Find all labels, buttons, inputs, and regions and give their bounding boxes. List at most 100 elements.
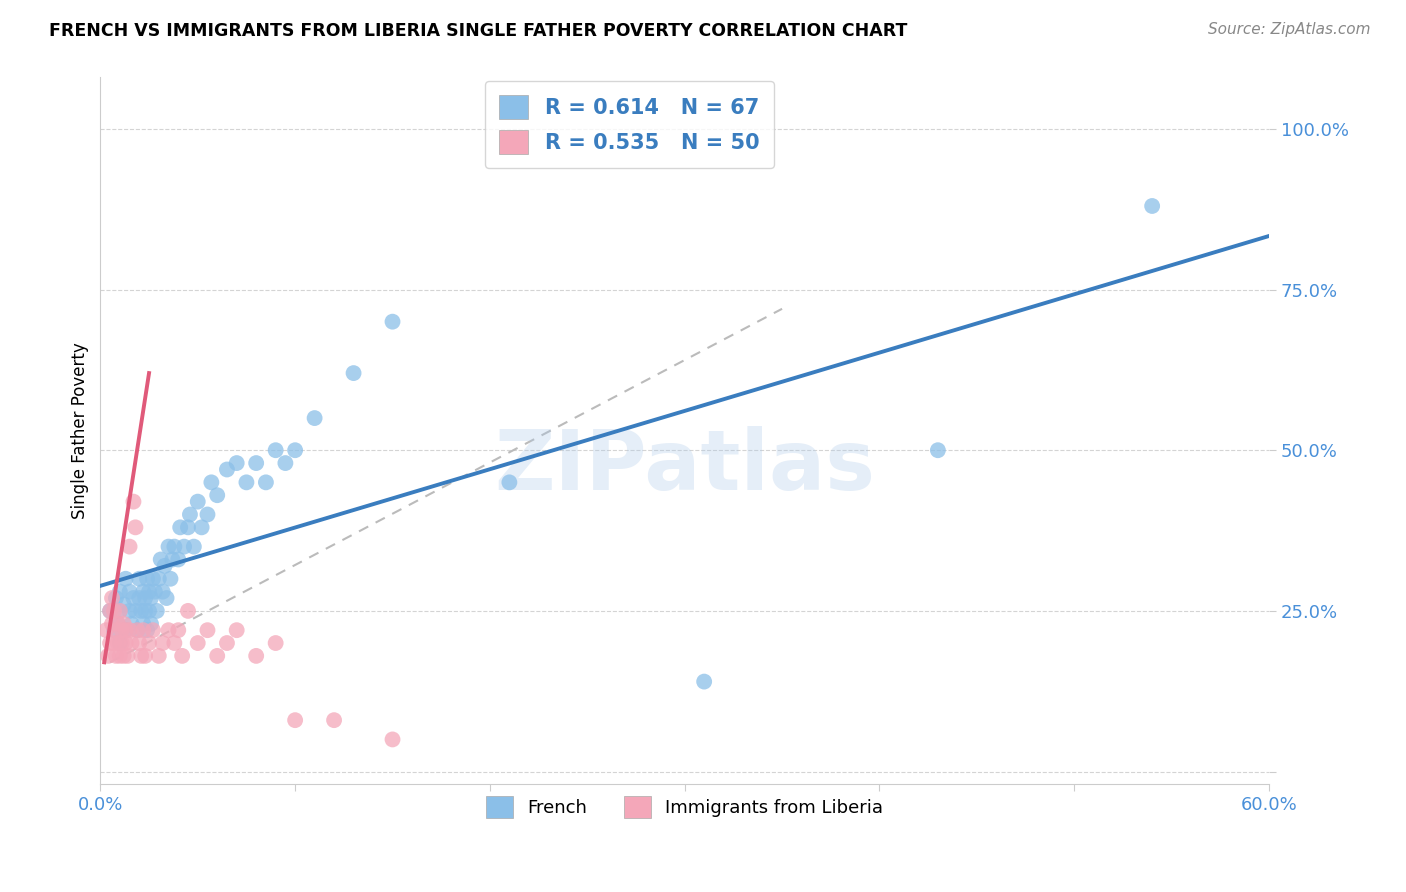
Point [163,540,186,554]
Y-axis label: Single Father Poverty: Single Father Poverty [72,343,89,519]
Point [121,636,143,650]
Point [124,604,146,618]
Point [143,584,166,599]
Point [304,411,326,425]
Point [114,623,136,637]
Point [118,584,141,599]
Point [118,540,141,554]
Point [381,732,404,747]
Point [200,475,222,490]
Point [197,623,219,637]
Point [112,616,135,631]
Point [177,520,200,534]
Point [96,623,118,637]
Point [127,623,149,637]
Point [134,591,156,605]
Point [104,648,127,663]
Point [167,623,190,637]
Point [129,648,152,663]
Point [98,636,121,650]
Point [127,623,149,637]
Point [152,636,174,650]
Point [101,591,124,605]
Point [215,636,238,650]
Text: FRENCH VS IMMIGRANTS FROM LIBERIA SINGLE FATHER POVERTY CORRELATION CHART: FRENCH VS IMMIGRANTS FROM LIBERIA SINGLE… [49,22,908,40]
Point [205,488,228,502]
Point [128,636,150,650]
Point [190,520,212,534]
Point [128,572,150,586]
Point [177,604,200,618]
Point [498,475,520,490]
Point [112,598,135,612]
Point [114,636,136,650]
Point [254,475,277,490]
Point [205,648,228,663]
Point [103,623,125,637]
Point [136,572,159,586]
Point [142,623,165,637]
Point [98,604,121,618]
Point [264,443,287,458]
Point [138,584,160,599]
Point [134,648,156,663]
Point [138,604,160,618]
Point [107,616,129,631]
Text: ZIPatlas: ZIPatlas [494,425,875,507]
Point [274,456,297,470]
Point [381,315,404,329]
Point [159,572,181,586]
Point [132,616,155,631]
Point [98,604,121,618]
Point [342,366,364,380]
Point [122,494,145,508]
Point [108,584,131,599]
Point [152,584,174,599]
Point [134,604,156,618]
Point [169,520,191,534]
Point [183,540,205,554]
Point [927,443,949,458]
Point [118,623,141,637]
Point [187,494,209,508]
Point [167,552,190,566]
Point [129,604,152,618]
Point [1140,199,1163,213]
Point [323,713,346,727]
Point [128,591,150,605]
Point [173,540,195,554]
Point [111,623,134,637]
Point [107,636,129,650]
Point [117,648,139,663]
Point [138,636,160,650]
Point [118,604,141,618]
Point [235,475,257,490]
Point [284,443,307,458]
Point [148,648,170,663]
Point [103,636,125,650]
Point [132,623,155,637]
Point [139,616,162,631]
Point [245,648,267,663]
Point [157,623,180,637]
Point [122,591,145,605]
Point [108,604,131,618]
Point [112,648,135,663]
Point [101,616,124,631]
Point [114,572,136,586]
Point [111,636,134,650]
Point [132,584,155,599]
Point [108,604,131,618]
Point [225,456,247,470]
Point [103,604,125,618]
Point [139,591,162,605]
Point [104,623,127,637]
Point [124,520,146,534]
Point [215,462,238,476]
Point [153,558,176,573]
Point [148,572,170,586]
Point [142,572,165,586]
Point [104,591,127,605]
Point [179,508,201,522]
Point [163,636,186,650]
